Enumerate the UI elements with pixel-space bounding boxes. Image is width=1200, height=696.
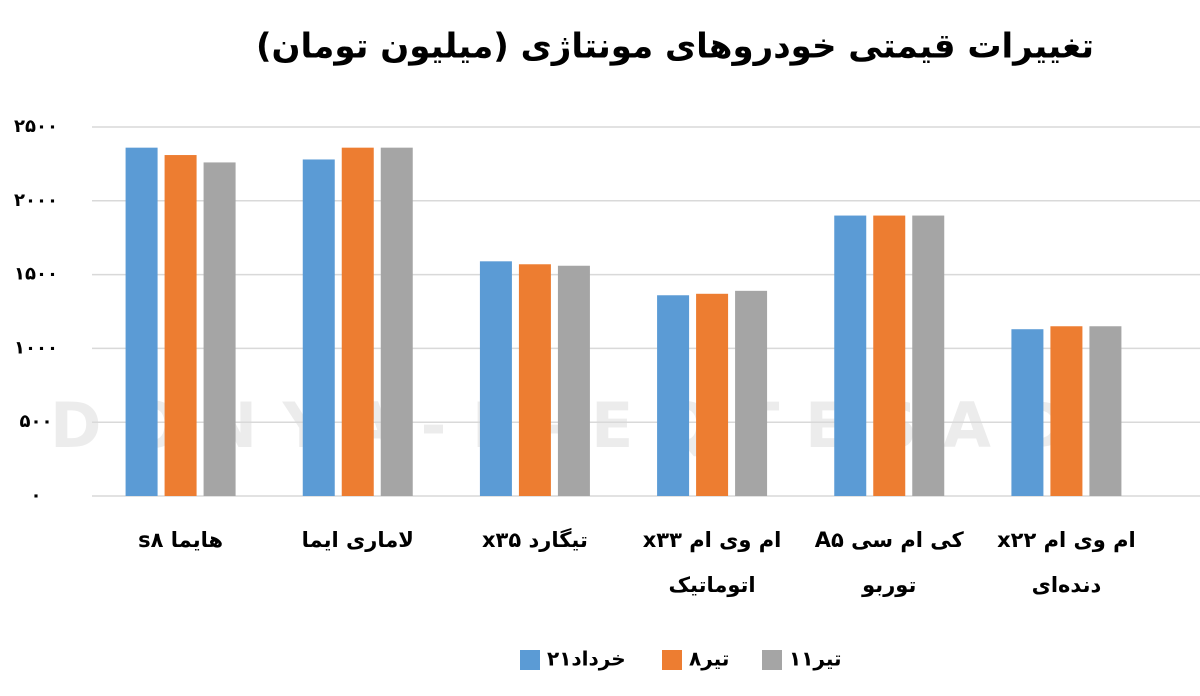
- x-tick-label: ام وی ام x۳۳ اتوماتیک: [643, 528, 782, 597]
- y-tick-label: ۲۵۰۰: [14, 116, 58, 137]
- y-tick-label: ۰: [31, 485, 42, 506]
- legend-label: ۸تیر: [689, 647, 729, 671]
- bar: [203, 162, 236, 496]
- bar: [873, 215, 906, 496]
- x-tick-label: کی ام سی A۵ توربو: [815, 528, 965, 597]
- bar: [341, 147, 374, 496]
- bar: [302, 159, 335, 497]
- x-tick-label: هایما s۸: [138, 528, 223, 552]
- bar: [557, 265, 590, 496]
- bar: [657, 295, 690, 496]
- x-tick-label: ام وی ام x۲۲ دنده‌ای: [997, 528, 1136, 597]
- legend-label: ۱۱تیر: [789, 647, 842, 671]
- bar: [164, 155, 197, 496]
- legend-label: ۲۱خرداد: [547, 647, 626, 671]
- bar: [1011, 329, 1044, 496]
- bar: [479, 261, 512, 496]
- bar: [125, 147, 158, 496]
- bar: [834, 215, 867, 496]
- bar: [518, 264, 551, 496]
- bar: [735, 290, 768, 496]
- bar: [1050, 326, 1083, 496]
- bar: [380, 147, 413, 496]
- y-tick-label: ۱۵۰۰: [14, 264, 58, 285]
- y-tick-label: ۵۰۰: [20, 411, 53, 432]
- bar: [696, 293, 729, 496]
- chart-title: تغییرات قیمتی خودروهای مونتاژی (میلیون ت…: [256, 27, 1094, 67]
- y-tick-label: ۲۰۰۰: [14, 190, 58, 211]
- bar: [1089, 326, 1122, 496]
- bar: [912, 215, 945, 496]
- y-tick-label: ۱۰۰۰: [14, 337, 58, 358]
- legend-swatch: [762, 650, 782, 670]
- x-tick-label: لاماری ایما: [302, 528, 414, 552]
- x-tick-label: تیگارد x۳۵: [482, 527, 588, 552]
- legend-swatch: [520, 650, 540, 670]
- legend-swatch: [662, 650, 682, 670]
